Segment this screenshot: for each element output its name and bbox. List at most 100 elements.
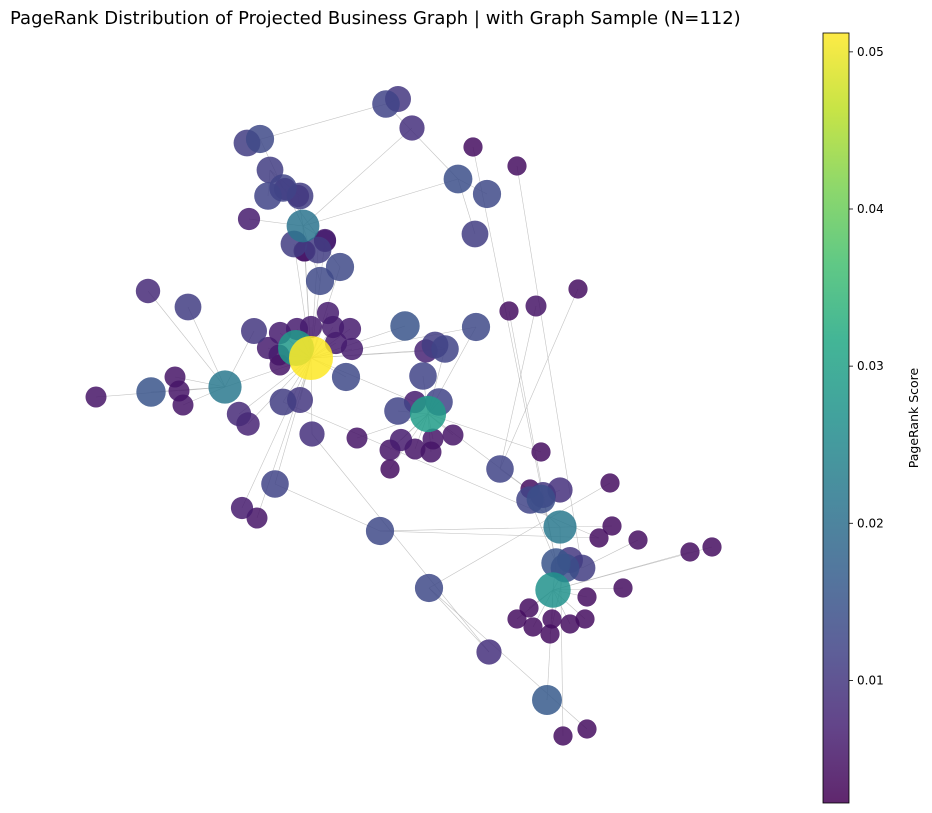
graph-node — [384, 397, 412, 425]
colorbar-label: PageRank Score — [906, 367, 921, 468]
graph-node — [422, 428, 444, 450]
graph-node — [540, 624, 560, 644]
graph-node — [256, 336, 280, 360]
graph-node — [261, 470, 289, 498]
colorbar-tick-label: 0.04 — [857, 202, 884, 216]
graph-node — [230, 496, 254, 520]
graph-edge — [428, 482, 611, 589]
graph-node — [226, 401, 252, 427]
graph-node — [486, 455, 514, 483]
graph-node — [338, 317, 362, 341]
graph-node — [304, 236, 332, 264]
graph-node — [476, 639, 502, 665]
graph-edge — [516, 165, 583, 569]
graph-edge — [499, 288, 579, 470]
graph-node — [680, 542, 700, 562]
colorbar-tick-label: 0.02 — [857, 516, 884, 530]
graph-node — [316, 301, 340, 325]
graph-edge — [427, 413, 542, 453]
graph-node — [414, 573, 444, 603]
colorbar-tick-label: 0.03 — [857, 359, 884, 373]
graph-node — [346, 427, 368, 449]
graph-node — [461, 312, 491, 342]
graph-node — [136, 377, 166, 407]
graph-node — [602, 516, 622, 536]
graph-node — [208, 370, 242, 404]
graph-node — [553, 726, 573, 746]
graph-node — [325, 252, 355, 282]
graph-node — [286, 209, 320, 243]
graph-node — [525, 295, 547, 317]
graph-node — [577, 587, 597, 607]
graph-node — [560, 614, 580, 634]
graph-node — [541, 548, 571, 578]
graph-node — [380, 459, 400, 479]
colorbar-tick-label: 0.01 — [857, 673, 884, 687]
graph-node — [507, 156, 527, 176]
graph-node — [172, 394, 194, 416]
graph-node — [174, 293, 202, 321]
graph-node — [575, 609, 595, 629]
graph-node — [254, 182, 282, 210]
graph-node — [543, 510, 577, 544]
graph-node — [135, 278, 161, 304]
graph-node — [531, 442, 551, 462]
graph-node — [461, 220, 489, 248]
colorbar-tick-label: 0.05 — [857, 45, 884, 59]
graph-nodes — [85, 86, 722, 746]
graph-node — [331, 362, 361, 392]
graph-node — [577, 719, 597, 739]
graph-node — [499, 301, 519, 321]
colorbar-gradient — [823, 33, 849, 803]
graph-node — [463, 137, 483, 157]
graph-node — [372, 90, 400, 118]
graph-node — [389, 428, 413, 452]
graph-node — [409, 395, 447, 433]
graph-node — [542, 609, 562, 629]
graph-edge — [428, 587, 490, 653]
graph-edge — [302, 178, 459, 227]
graph-node — [299, 421, 325, 447]
graph-node — [289, 336, 333, 380]
graph-node — [431, 335, 459, 363]
graph-node — [237, 207, 261, 231]
graph-node — [507, 609, 527, 629]
graph-edge — [147, 290, 226, 388]
chart-title: PageRank Distribution of Projected Busin… — [10, 8, 741, 29]
graph-node — [613, 578, 633, 598]
graph-edge — [499, 305, 537, 470]
graph-edge — [385, 103, 459, 180]
graph-node — [526, 484, 556, 514]
graph-node — [589, 528, 609, 548]
graph-node — [399, 115, 425, 141]
graph-node — [305, 266, 335, 296]
graph-node — [702, 537, 722, 557]
graph-node — [472, 179, 502, 209]
graph-node — [443, 164, 473, 194]
graph-node — [600, 473, 620, 493]
graph-edge — [546, 589, 554, 701]
graph-node — [241, 318, 267, 344]
graph-node — [365, 516, 395, 546]
graph-node — [628, 530, 648, 550]
graph-node — [442, 424, 464, 446]
graph-edge — [302, 127, 413, 227]
graph-edge — [274, 483, 381, 532]
colorbar-frame — [822, 32, 850, 804]
graph-edge — [428, 587, 588, 730]
graph-node — [390, 311, 420, 341]
colorbar-ticks: 0.01 0.02 0.03 0.04 0.05 — [849, 45, 884, 687]
graph-node — [269, 388, 297, 416]
graph-node — [85, 386, 107, 408]
graph-node — [245, 124, 275, 154]
graph-node — [568, 279, 588, 299]
graph-edge — [311, 433, 490, 653]
graph-edge — [241, 357, 312, 509]
graph-node — [409, 362, 437, 390]
colorbar: 0.01 0.02 0.03 0.04 0.05 PageRank Score — [822, 32, 921, 804]
graph-node — [340, 337, 364, 361]
graph-node — [523, 617, 543, 637]
graph-node — [535, 572, 571, 608]
graph-node — [532, 685, 562, 715]
